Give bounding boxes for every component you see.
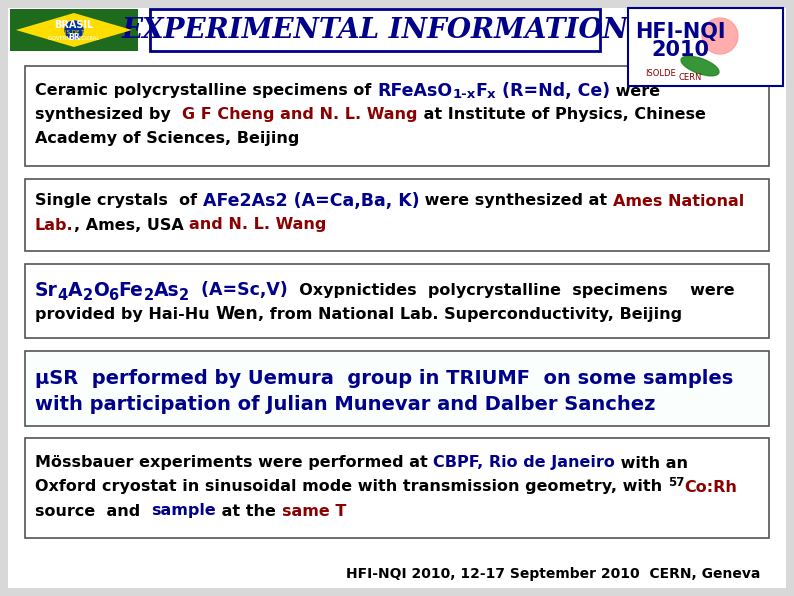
Bar — [150, 9, 600, 51]
Text: 2: 2 — [83, 287, 93, 303]
Text: 2: 2 — [144, 287, 153, 303]
Text: 4: 4 — [58, 287, 68, 303]
Text: GOVERNO FEDERAL: GOVERNO FEDERAL — [48, 36, 99, 41]
Bar — [10, 9, 138, 51]
Text: with an: with an — [615, 455, 688, 470]
Text: O: O — [93, 281, 109, 300]
Text: sample: sample — [152, 504, 216, 519]
Text: UM PAIS DE TODOS: UM PAIS DE TODOS — [48, 30, 100, 36]
Text: , from National Lab. Superconductivity, Beijing: , from National Lab. Superconductivity, … — [258, 306, 682, 321]
Text: Ceramic polycrystalline specimens of: Ceramic polycrystalline specimens of — [35, 83, 377, 98]
Text: Oxypnictides  polycrystalline  specimens    were: Oxypnictides polycrystalline specimens w… — [288, 283, 734, 297]
Text: AFe2As2 (A=Ca,Ba, K): AFe2As2 (A=Ca,Ba, K) — [202, 192, 419, 210]
Text: 6: 6 — [109, 287, 118, 303]
Bar — [25, 264, 769, 338]
Text: and N. L. Wang: and N. L. Wang — [189, 218, 326, 232]
Text: Ames National: Ames National — [613, 194, 745, 209]
Text: CERN: CERN — [678, 73, 702, 82]
Text: Sr: Sr — [35, 281, 58, 300]
Text: BRASIL: BRASIL — [54, 20, 94, 30]
Text: Wen: Wen — [215, 305, 258, 323]
Text: 2010: 2010 — [651, 40, 709, 60]
Circle shape — [65, 21, 83, 39]
Text: provided by Hai-Hu: provided by Hai-Hu — [35, 306, 215, 321]
Ellipse shape — [681, 56, 719, 76]
Bar — [628, 8, 783, 86]
Text: G F Cheng and N. L. Wang: G F Cheng and N. L. Wang — [182, 107, 418, 123]
Text: Co:Rh: Co:Rh — [684, 480, 737, 495]
Text: HFI-NQI: HFI-NQI — [634, 22, 725, 42]
Polygon shape — [16, 13, 132, 47]
Text: source  and: source and — [35, 504, 152, 519]
Text: , Ames, USA: , Ames, USA — [74, 218, 189, 232]
Text: F: F — [476, 82, 488, 100]
Text: ISOLDE: ISOLDE — [645, 70, 676, 79]
Bar — [25, 438, 769, 538]
Text: at the: at the — [216, 504, 282, 519]
Text: at Institute of Physics, Chinese: at Institute of Physics, Chinese — [418, 107, 705, 123]
Text: were: were — [610, 83, 660, 98]
Text: μSR  performed by Uemura  group in TRIUMF  on some samples: μSR performed by Uemura group in TRIUMF … — [35, 368, 733, 387]
Text: A: A — [68, 281, 83, 300]
Text: 57: 57 — [668, 476, 684, 489]
Text: (A=Sc,V): (A=Sc,V) — [190, 281, 288, 299]
Bar — [25, 351, 769, 426]
Text: Academy of Sciences, Beijing: Academy of Sciences, Beijing — [35, 132, 299, 147]
Text: with participation of Julian Munevar and Dalber Sanchez: with participation of Julian Munevar and… — [35, 396, 655, 414]
Text: x: x — [488, 88, 495, 101]
Text: HFI-NQI 2010, 12-17 September 2010  CERN, Geneva: HFI-NQI 2010, 12-17 September 2010 CERN,… — [345, 567, 760, 581]
Text: Fe: Fe — [118, 281, 144, 300]
Text: CBPF, Rio de Janeiro: CBPF, Rio de Janeiro — [434, 455, 615, 470]
Text: BR: BR — [68, 33, 80, 42]
Text: EXPERIMENTAL INFORMATION: EXPERIMENTAL INFORMATION — [121, 17, 629, 44]
Circle shape — [702, 18, 738, 54]
Bar — [25, 66, 769, 166]
Text: were synthesized at: were synthesized at — [419, 194, 613, 209]
Text: 2: 2 — [179, 287, 190, 303]
Text: (R=Nd, Ce): (R=Nd, Ce) — [495, 82, 610, 100]
Text: 1-x: 1-x — [452, 88, 476, 101]
Text: synthesized by: synthesized by — [35, 107, 182, 123]
Bar — [25, 179, 769, 251]
Text: Single crystals  of: Single crystals of — [35, 194, 202, 209]
Text: As: As — [153, 281, 179, 300]
Text: same T: same T — [282, 504, 346, 519]
Text: Lab.: Lab. — [35, 218, 74, 232]
Text: Mössbauer experiments were performed at: Mössbauer experiments were performed at — [35, 455, 434, 470]
Text: Oxford cryostat in sinusoidal mode with transmission geometry, with: Oxford cryostat in sinusoidal mode with … — [35, 480, 668, 495]
Text: RFeAsO: RFeAsO — [377, 82, 452, 100]
